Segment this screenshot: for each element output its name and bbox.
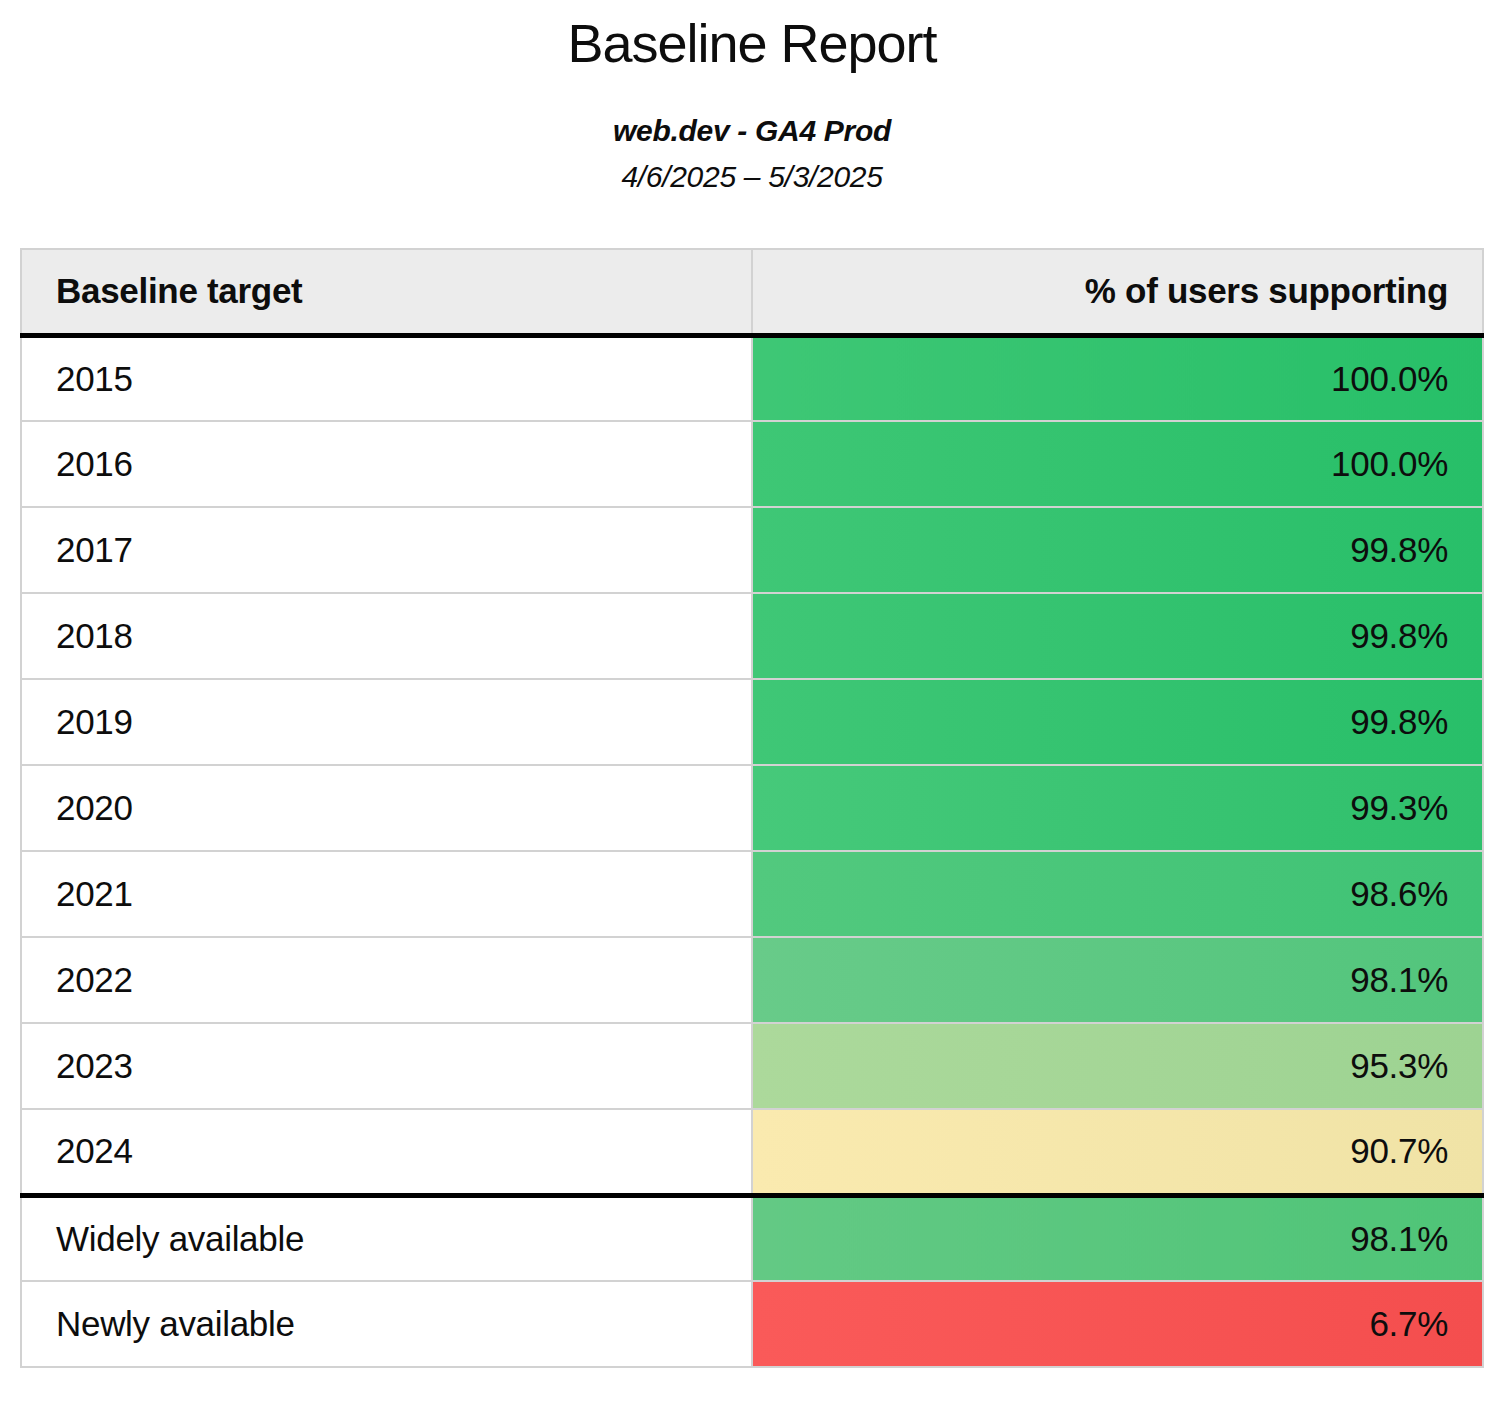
users-supporting-cell: 6.7%: [752, 1281, 1483, 1367]
baseline-target-cell: 2015: [21, 335, 752, 421]
table-row: 2016100.0%: [21, 421, 1483, 507]
col-header-baseline-target: Baseline target: [21, 249, 752, 335]
users-supporting-cell: 98.1%: [752, 937, 1483, 1023]
baseline-target-cell: 2024: [21, 1109, 752, 1195]
baseline-target-cell: 2018: [21, 593, 752, 679]
table-row: 201899.8%: [21, 593, 1483, 679]
table-row: 2015100.0%: [21, 335, 1483, 421]
table-header: Baseline target % of users supporting: [21, 249, 1483, 335]
table-header-row: Baseline target % of users supporting: [21, 249, 1483, 335]
baseline-target-cell: 2020: [21, 765, 752, 851]
baseline-target-cell: Newly available: [21, 1281, 752, 1367]
table-row: 202099.3%: [21, 765, 1483, 851]
users-supporting-cell: 99.8%: [752, 593, 1483, 679]
table-row: Widely available98.1%: [21, 1195, 1483, 1281]
table-row: 202395.3%: [21, 1023, 1483, 1109]
baseline-report-table: Baseline target % of users supporting 20…: [20, 248, 1484, 1368]
baseline-target-cell: 2023: [21, 1023, 752, 1109]
users-supporting-cell: 99.8%: [752, 507, 1483, 593]
baseline-target-cell: 2016: [21, 421, 752, 507]
table-row: 201999.8%: [21, 679, 1483, 765]
baseline-target-cell: 2022: [21, 937, 752, 1023]
users-supporting-cell: 90.7%: [752, 1109, 1483, 1195]
users-supporting-cell: 100.0%: [752, 421, 1483, 507]
baseline-target-cell: 2021: [21, 851, 752, 937]
users-supporting-cell: 98.6%: [752, 851, 1483, 937]
users-supporting-cell: 98.1%: [752, 1195, 1483, 1281]
users-supporting-cell: 95.3%: [752, 1023, 1483, 1109]
table-row: Newly available6.7%: [21, 1281, 1483, 1367]
users-supporting-cell: 100.0%: [752, 335, 1483, 421]
baseline-target-cell: 2017: [21, 507, 752, 593]
users-supporting-cell: 99.3%: [752, 765, 1483, 851]
report-date-range: 4/6/2025 – 5/3/2025: [0, 160, 1504, 194]
table-row: 201799.8%: [21, 507, 1483, 593]
report-header: Baseline Report web.dev - GA4 Prod 4/6/2…: [0, 0, 1504, 194]
baseline-target-cell: 2019: [21, 679, 752, 765]
table-row: 202490.7%: [21, 1109, 1483, 1195]
table-row: 202298.1%: [21, 937, 1483, 1023]
table-row: 202198.6%: [21, 851, 1483, 937]
table-body: 2015100.0%2016100.0%201799.8%201899.8%20…: [21, 335, 1483, 1367]
col-header-users-supporting: % of users supporting: [752, 249, 1483, 335]
baseline-target-cell: Widely available: [21, 1195, 752, 1281]
page-title: Baseline Report: [0, 12, 1504, 74]
report-property-name: web.dev - GA4 Prod: [0, 114, 1504, 148]
users-supporting-cell: 99.8%: [752, 679, 1483, 765]
